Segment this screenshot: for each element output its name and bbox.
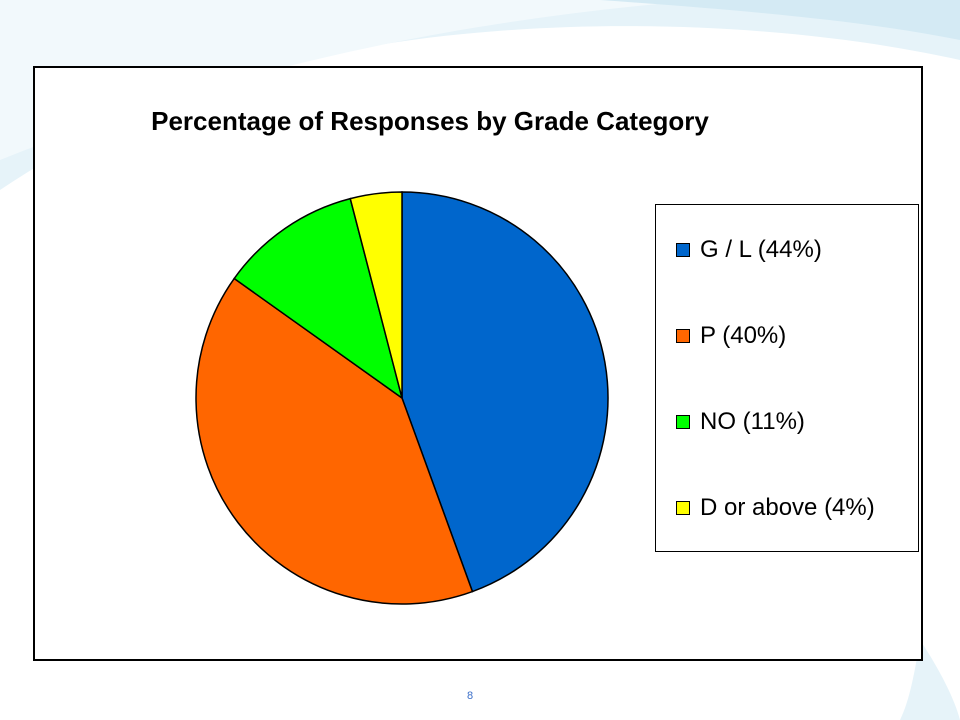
legend-swatch-gl <box>676 243 690 257</box>
legend-item-no: NO (11%) <box>676 407 805 437</box>
legend-swatch-p <box>676 329 690 343</box>
pie-slice-d <box>349 191 403 399</box>
chart-title: Percentage of Responses by Grade Categor… <box>151 106 709 136</box>
legend-label-gl: G / L (44%) <box>700 236 822 263</box>
legend-item-gl: G / L (44%) <box>676 235 822 265</box>
pie-slice-gl <box>401 191 609 593</box>
chart-frame: Percentage of Responses by Grade Categor… <box>33 66 923 661</box>
legend-swatch-d <box>676 501 690 515</box>
legend-label-d: D or above (4%) <box>700 494 875 521</box>
page-number: 8 <box>466 690 474 702</box>
legend-item-d: D or above (4%) <box>676 493 875 523</box>
pie-slice-no <box>233 197 404 400</box>
legend-swatch-no <box>676 415 690 429</box>
chart-legend: G / L (44%) P (40%) NO (11%) D or above … <box>655 204 919 552</box>
pie-slice-p <box>195 277 474 605</box>
legend-item-p: P (40%) <box>676 321 786 351</box>
legend-label-no: NO (11%) <box>700 408 805 435</box>
pie-chart <box>195 191 609 605</box>
legend-label-p: P (40%) <box>700 322 787 349</box>
